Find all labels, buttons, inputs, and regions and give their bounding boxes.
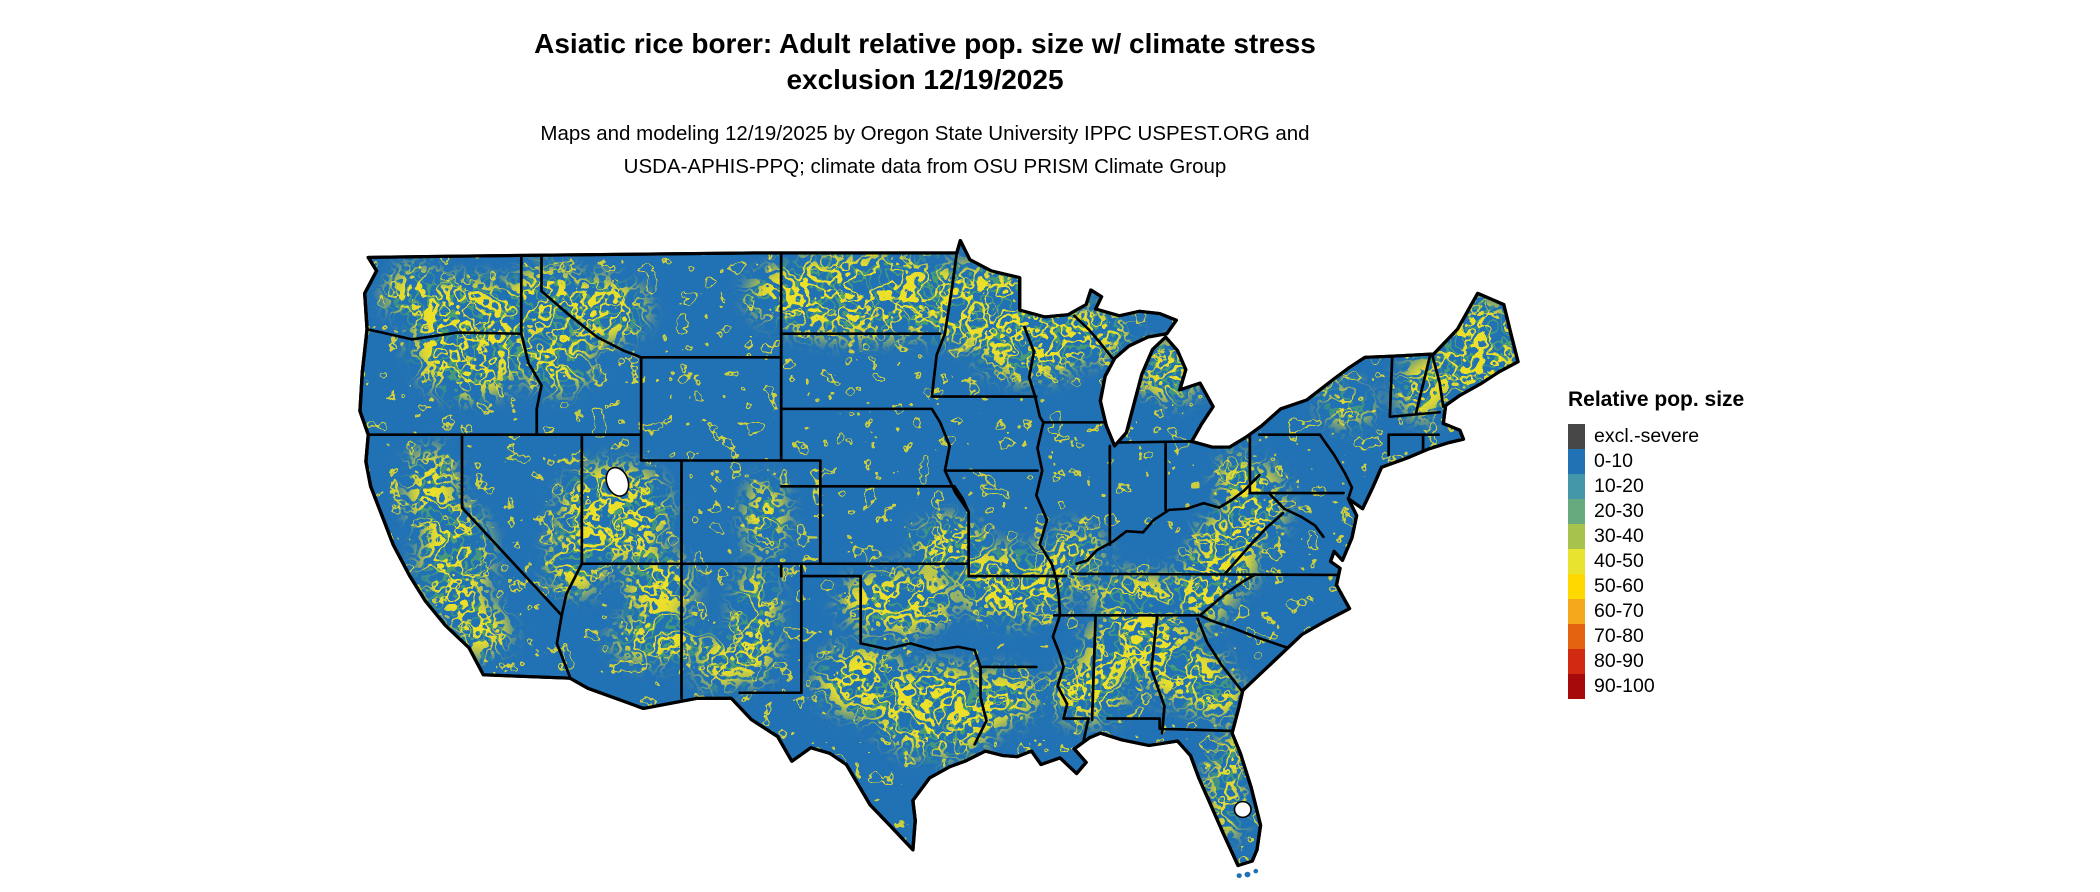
legend-swatch: [1568, 424, 1585, 449]
legend-swatch: [1568, 574, 1585, 599]
legend-label: 80-90: [1594, 650, 1644, 672]
great-salt-lake: [605, 466, 630, 497]
legend: Relative pop. size excl.-severe 0-10 10-20…: [1568, 388, 1828, 699]
map-subtitle-line2: USDA-APHIS-PPQ; climate data from OSU PR…: [623, 155, 1227, 178]
legend-swatch: [1568, 474, 1585, 499]
us-map-svg: [358, 238, 1520, 879]
map-subtitle-line1: Maps and modeling 12/19/2025 by Oregon S…: [540, 122, 1310, 145]
legend-items: excl.-severe 0-10 10-20 20-30 30-40 40-50 50-6…: [1568, 424, 1828, 699]
legend-item: 60-70: [1568, 599, 1828, 624]
legend-swatch: [1568, 549, 1585, 574]
legend-label: 30-40: [1594, 525, 1644, 547]
legend-item: 90-100: [1568, 674, 1828, 699]
legend-label: 70-80: [1594, 625, 1644, 647]
us-population-map: [303, 226, 1537, 888]
legend-label: 50-60: [1594, 575, 1644, 597]
legend-item: 70-80: [1568, 624, 1828, 649]
legend-item: 20-30: [1568, 499, 1828, 524]
state-borders-west: [359, 251, 1038, 746]
legend-item: 10-20: [1568, 474, 1828, 499]
state-borders: [359, 251, 1445, 746]
legend-swatch: [1568, 524, 1585, 549]
lake-okeechobee: [1233, 800, 1252, 819]
legend-item: 40-50: [1568, 549, 1828, 574]
legend-label: 60-70: [1594, 600, 1644, 622]
map-title-line1: Asiatic rice borer: Adult relative pop. …: [534, 28, 1316, 59]
state-borders-plains: [779, 251, 1068, 578]
legend-label: 0-10: [1594, 450, 1634, 472]
inland-lakes: [605, 466, 1252, 819]
legend-label: 40-50: [1594, 550, 1644, 572]
legend-item: 50-60: [1568, 574, 1828, 599]
legend-label: 10-20: [1594, 475, 1644, 497]
legend-title: Relative pop. size: [1568, 388, 1745, 411]
map-title-line2: exclusion 12/19/2025: [786, 64, 1064, 95]
legend-swatch: [1568, 624, 1585, 649]
legend-item: 30-40: [1568, 524, 1828, 549]
legend-swatch: [1568, 649, 1585, 674]
state-borders-east: [1042, 314, 1445, 735]
legend-label: 20-30: [1594, 500, 1644, 522]
florida-keys: [1236, 868, 1259, 879]
legend-swatch: [1568, 674, 1585, 699]
legend-swatch: [1568, 449, 1585, 474]
legend-item: 80-90: [1568, 649, 1828, 674]
legend-item: excl.-severe: [1568, 424, 1828, 449]
legend-label: excl.-severe: [1594, 425, 1700, 447]
legend-swatch: [1568, 499, 1585, 524]
state-borders-mississippi-river: [1023, 325, 1090, 742]
legend-swatch: [1568, 599, 1585, 624]
legend-item: 0-10: [1568, 449, 1828, 474]
legend-label: 90-100: [1594, 675, 1655, 697]
